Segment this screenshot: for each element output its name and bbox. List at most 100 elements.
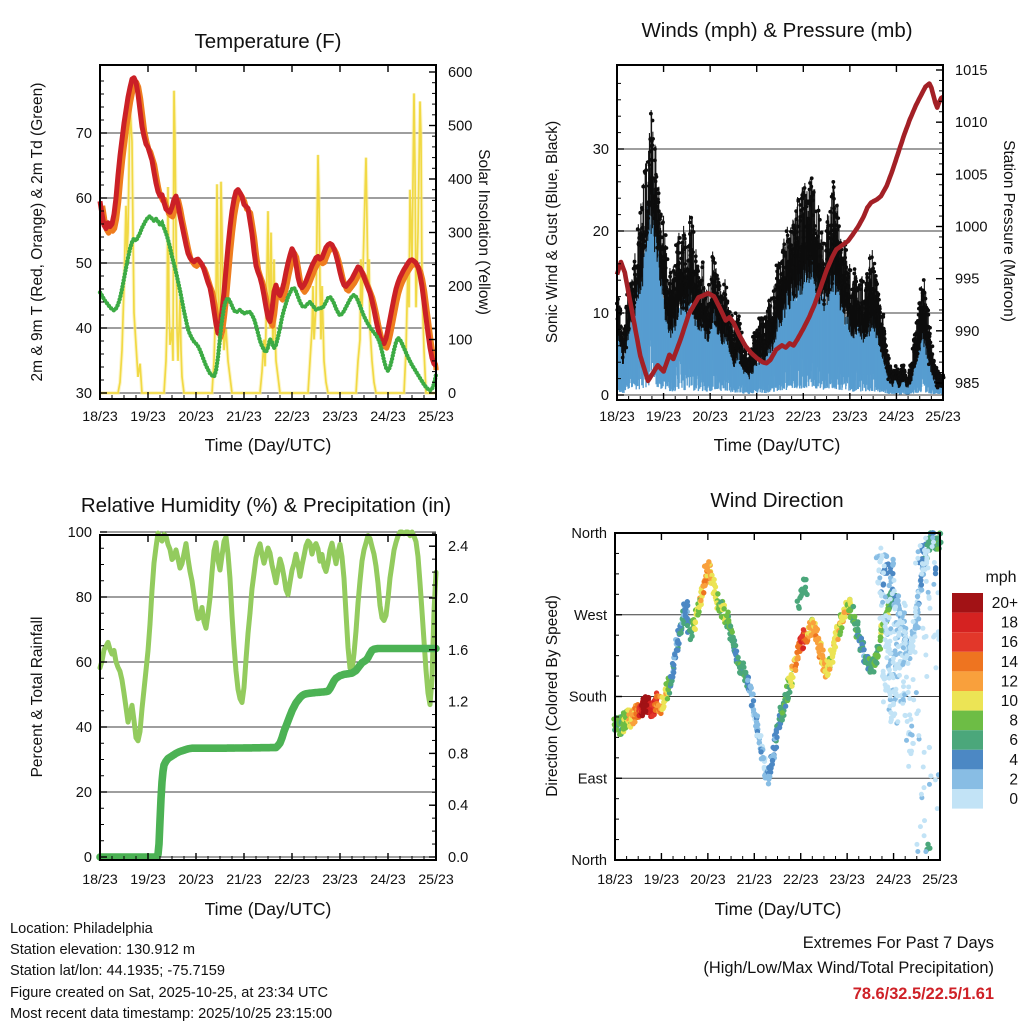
x-axis-title: Time (Day/UTC) xyxy=(715,899,842,919)
x-tick-label: 25/23 xyxy=(922,872,958,888)
legend-label: 14 xyxy=(1001,654,1019,671)
direction-tick-label: North xyxy=(571,526,607,542)
x-tick-label: 21/23 xyxy=(737,872,773,888)
x-tick-label: 23/23 xyxy=(322,872,358,888)
extremes-title: Extremes For Past 7 Days xyxy=(802,934,994,952)
panel-title-wind-direction: Wind Direction xyxy=(710,489,843,512)
direction-tick-label: East xyxy=(578,771,607,787)
y-axis-title-left: 2m & 9m T (Red, Orange) & 2m Td (Green) xyxy=(29,83,46,382)
y-tick-label-left: 20 xyxy=(593,224,609,240)
extremes-values: 78.6/32.5/22.5/1.61 xyxy=(852,984,994,1003)
y-tick-label-left: 60 xyxy=(76,191,92,207)
y-tick-label-right: 100 xyxy=(448,333,472,349)
y-tick-label-left: 20 xyxy=(76,785,92,801)
legend-label: 10 xyxy=(1001,693,1019,710)
y-tick-label-left: 10 xyxy=(593,306,609,322)
legend-label: 20+ xyxy=(992,595,1018,612)
x-tick-label: 24/23 xyxy=(879,409,915,425)
y-tick-label-right: 0.0 xyxy=(448,850,468,866)
y-tick-label-right: 1010 xyxy=(955,115,987,131)
x-tick-label: 21/23 xyxy=(226,409,262,425)
legend-swatch xyxy=(952,593,983,613)
legend-label: 0 xyxy=(1009,791,1018,808)
y-axis-title-right: Solar Insolation (Yellow) xyxy=(475,149,492,315)
x-axis-title: Time (Day/UTC) xyxy=(205,899,332,919)
legend-label: 12 xyxy=(1001,673,1018,690)
temperature-panel: 18/23 19/23 20/23 21/23 22/23 23/23 24/23 25/23… xyxy=(29,30,492,455)
x-tick-label: 19/23 xyxy=(130,872,166,888)
legend-swatch xyxy=(952,612,983,633)
x-tick-label: 18/23 xyxy=(599,409,635,425)
legend-label: 8 xyxy=(1009,713,1018,730)
y-tick-label-right: 985 xyxy=(955,376,979,392)
y-tick-label-left: 30 xyxy=(76,386,92,402)
x-tick-label: 20/23 xyxy=(178,872,214,888)
legend-label: 6 xyxy=(1009,732,1018,749)
y-tick-label-right: 1005 xyxy=(955,167,987,183)
legend-swatch xyxy=(952,730,983,750)
y-tick-label-right: 200 xyxy=(448,279,472,295)
temp-2m-red-line xyxy=(97,75,438,368)
y-tick-label-left: 30 xyxy=(593,142,609,158)
legend-label: 2 xyxy=(1009,771,1018,788)
x-tick-label: 24/23 xyxy=(370,409,406,425)
pressure-maroon-line xyxy=(614,81,945,384)
y-axis-title-right: Station Pressure (Maroon) xyxy=(1000,140,1017,322)
extremes-block: Extremes For Past 7 Days (High/Low/Max W… xyxy=(703,931,994,1007)
station-info-block: Location: Philadelphia Station elevation… xyxy=(10,919,332,1025)
legend-label: 4 xyxy=(1009,752,1018,769)
y-tick-label-left: 0 xyxy=(601,388,609,404)
relative-humidity-line xyxy=(97,529,439,744)
x-tick-label: 23/23 xyxy=(322,409,358,425)
panel-title-temperature: Temperature (F) xyxy=(195,30,342,53)
y-tick-label-left: 50 xyxy=(76,256,92,272)
y-tick-label-left: 80 xyxy=(76,590,92,606)
y-tick-label-right: 1.2 xyxy=(448,695,468,711)
legend-swatch xyxy=(952,651,983,672)
y-tick-label-right: 0 xyxy=(448,386,456,402)
y-tick-label-right: 995 xyxy=(955,272,979,288)
legend-swatch xyxy=(952,671,983,691)
x-tick-label: 25/23 xyxy=(925,409,961,425)
x-tick-label: 20/23 xyxy=(692,409,728,425)
x-tick-label: 18/23 xyxy=(597,872,633,888)
legend-label: 18 xyxy=(1001,615,1018,632)
y-tick-label-right: 2.0 xyxy=(448,591,468,607)
y-tick-label-right: 2.4 xyxy=(448,539,468,555)
direction-tick-label: North xyxy=(571,853,607,869)
legend-swatch xyxy=(952,769,983,789)
x-tick-label: 25/23 xyxy=(418,409,454,425)
x-tick-label: 23/23 xyxy=(829,872,865,888)
x-tick-label: 20/23 xyxy=(178,409,214,425)
x-tick-label: 18/23 xyxy=(82,409,118,425)
rh-precip-panel: 18/23 19/23 20/23 21/23 22/23 23/23 24/23 25/23… xyxy=(29,494,468,919)
x-tick-label: 21/23 xyxy=(739,409,775,425)
y-axis-title-left: Sonic Wind & Gust (Blue, Black) xyxy=(544,121,561,343)
x-tick-label: 21/23 xyxy=(226,872,262,888)
x-tick-label: 18/23 xyxy=(82,872,118,888)
x-tick-label: 22/23 xyxy=(783,872,819,888)
y-tick-label-right: 1000 xyxy=(955,220,987,236)
y-axis-title-left: Percent & Total Rainfall xyxy=(29,617,46,778)
y-tick-label-right: 990 xyxy=(955,324,979,340)
speed-color-legend: mph 20+ 18 16 14 12 10 8 6 4 2 0 xyxy=(952,569,1018,809)
panel-title-rh-precip: Relative Humidity (%) & Precipitation (i… xyxy=(81,494,451,517)
y-tick-label-right: 300 xyxy=(448,226,472,242)
x-axis-title: Time (Day/UTC) xyxy=(714,435,841,455)
wind-direction-panel: 18/23 19/23 20/23 21/23 22/23 23/23 24/23 25/23… xyxy=(544,489,1018,919)
x-tick-label: 20/23 xyxy=(690,872,726,888)
y-tick-label-right: 600 xyxy=(448,65,472,81)
x-tick-label: 23/23 xyxy=(832,409,868,425)
y-tick-label-right: 0.4 xyxy=(448,798,468,814)
dewpoint-green-dotted-line xyxy=(97,213,439,393)
insolation-yellow-line xyxy=(100,90,436,394)
y-tick-label-left: 0 xyxy=(84,850,92,866)
y-tick-label-right: 1.6 xyxy=(448,643,468,659)
x-tick-label: 19/23 xyxy=(644,872,680,888)
y-tick-label-left: 40 xyxy=(76,321,92,337)
y-tick-label-right: 500 xyxy=(448,119,472,135)
x-tick-label: 19/23 xyxy=(130,409,166,425)
y-tick-label-right: 0.8 xyxy=(448,746,468,762)
y-tick-label-right: 1015 xyxy=(955,63,987,79)
x-tick-label: 24/23 xyxy=(370,872,406,888)
